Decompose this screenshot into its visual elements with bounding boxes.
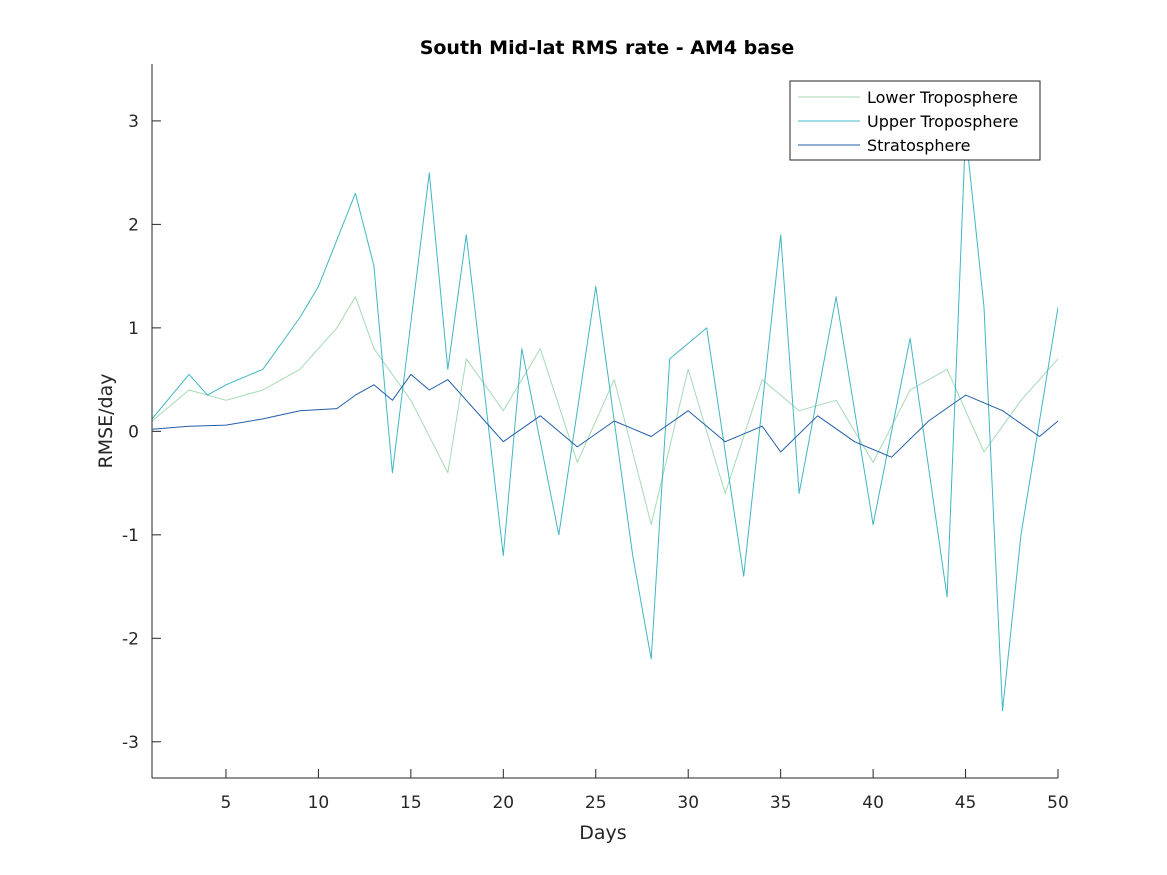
y-axis-ticks: -3 -2 -1 0 1 2 3 (122, 112, 161, 753)
series-layer (152, 130, 1058, 712)
x-tick-label: 20 (492, 793, 514, 813)
x-tick-label: 25 (585, 793, 607, 813)
series-line-upper-troposphere (152, 130, 1058, 712)
y-axis-label: RMSE/day (95, 373, 117, 468)
y-tick-label: -1 (122, 526, 139, 546)
y-tick-label: 0 (128, 422, 139, 442)
y-tick-label: -2 (122, 629, 139, 649)
x-tick-label: 10 (308, 793, 330, 813)
x-tick-label: 50 (1047, 793, 1069, 813)
x-tick-label: 40 (862, 793, 884, 813)
series-line-lower-troposphere (152, 296, 1058, 525)
x-axis-label: Days (579, 822, 626, 844)
legend: Lower Troposphere Upper Troposphere Stra… (789, 80, 1041, 161)
y-tick-label: 1 (128, 319, 139, 339)
x-tick-label: 5 (221, 793, 232, 813)
y-tick-label: 2 (128, 215, 139, 235)
y-tick-label: 3 (128, 112, 139, 132)
x-tick-label: 15 (400, 793, 422, 813)
x-tick-label: 35 (770, 793, 792, 813)
y-tick-label: -3 (122, 733, 139, 753)
legend-label-lower-troposphere: Lower Troposphere (867, 88, 1018, 107)
series-line-stratosphere (152, 373, 1058, 458)
x-axis-ticks: 5 10 15 20 25 30 35 40 45 50 (221, 769, 1069, 813)
x-tick-label: 45 (955, 793, 977, 813)
legend-label-stratosphere: Stratosphere (867, 136, 970, 155)
x-tick-label: 30 (677, 793, 699, 813)
chart-title: South Mid-lat RMS rate - AM4 base (420, 37, 795, 59)
legend-label-upper-troposphere: Upper Troposphere (867, 112, 1018, 131)
